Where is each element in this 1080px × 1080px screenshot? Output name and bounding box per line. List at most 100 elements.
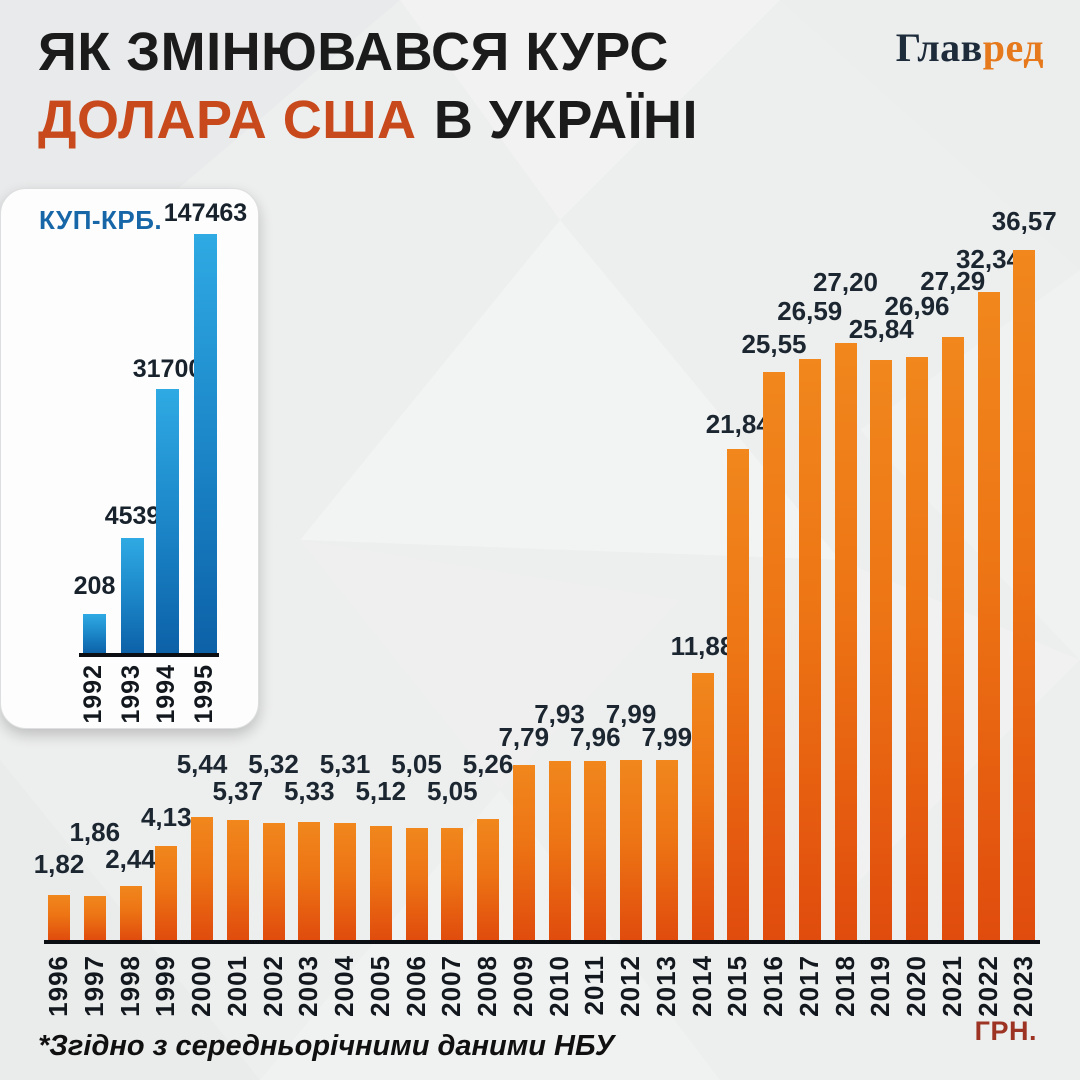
bar — [512, 765, 535, 940]
bar-value-label: 4,13 — [140, 802, 192, 832]
bar-value-label: 27,29 — [920, 266, 986, 296]
bar-value-label: 5,31 — [319, 749, 371, 779]
bar-year-label: 2001 — [221, 955, 252, 1017]
source-note: *Згідно з середньорічними даними НБУ — [38, 1030, 615, 1062]
logo-part-orange: ред — [982, 25, 1044, 70]
bar — [83, 896, 106, 940]
bar — [655, 760, 678, 940]
bar-year-label: 1998 — [114, 955, 145, 1017]
bar-value-label: 25,84 — [848, 314, 914, 344]
bar-year-label: 2021 — [936, 955, 967, 1017]
page-title-line1: ЯК ЗМІНЮВАВСЯ КУРС — [38, 22, 669, 82]
bar-year-label: 2005 — [364, 955, 395, 1017]
bar — [83, 614, 106, 653]
bar-year-label: 2006 — [400, 955, 431, 1017]
bar-value-label: 4539 — [104, 502, 161, 530]
bar — [798, 359, 821, 940]
inset-x-axis-line — [79, 653, 219, 657]
bar-value-label: 26,59 — [777, 296, 843, 326]
bar-year-label: 2010 — [543, 955, 574, 1017]
bar-year-label: 2000 — [186, 955, 216, 1017]
bar-year-label: 2015 — [722, 955, 753, 1017]
bar-year-label: 2019 — [865, 955, 896, 1017]
bar-value-label: 2,44 — [105, 844, 156, 874]
bar — [262, 823, 285, 940]
bar — [906, 357, 928, 940]
inset-chart-title: КУП-КРБ. — [39, 205, 163, 235]
bar — [48, 895, 70, 940]
bar — [548, 761, 571, 940]
logo-part-navy: Глав — [895, 25, 983, 70]
bar-value-label: 5,32 — [248, 749, 299, 779]
bar — [405, 828, 428, 940]
bar-value-label: 32,34 — [955, 244, 1022, 274]
bar-value-label: 7,93 — [534, 699, 585, 729]
bar — [119, 886, 142, 940]
currency-unit-label: ГРН. — [974, 1016, 1037, 1046]
bar-value-label: 1,86 — [69, 817, 121, 847]
bar — [226, 820, 249, 940]
bar-year-label: 2004 — [329, 955, 359, 1017]
bar — [1013, 250, 1036, 940]
bar-value-label: 7,99 — [605, 699, 657, 729]
bar — [156, 389, 179, 653]
bar — [620, 760, 642, 940]
bar-value-label: 5,44 — [176, 749, 228, 779]
bar-value-label: 5,05 — [426, 776, 478, 806]
main-x-axis-line — [44, 940, 1040, 944]
page-title: ЯК ЗМІНЮВАВСЯ КУРС ДОЛАРА США В УКРАЇНІ — [38, 18, 698, 154]
bar — [763, 372, 785, 940]
bar-value-label: 5,33 — [283, 776, 335, 806]
bar — [477, 819, 499, 940]
bar — [834, 343, 857, 940]
bar-year-label: 2022 — [972, 955, 1003, 1017]
bar — [191, 817, 213, 940]
inset-chart-card: КУП-КРБ. 208 1992 4539 1993 31700 1994 147463 1… — [0, 188, 259, 729]
bar-value-label: 147463 — [163, 199, 248, 227]
bar-value-label: 11,88 — [670, 631, 735, 661]
bar — [194, 234, 217, 653]
bar-value-label: 5,12 — [355, 776, 407, 806]
bar-year-label: 1996 — [43, 955, 73, 1017]
bar — [121, 538, 144, 653]
bar-year-label: 2009 — [507, 955, 538, 1017]
bar-value-label: 21,84 — [705, 409, 771, 439]
bar-value-label: 36,57 — [991, 206, 1057, 236]
bar-year-label: 2016 — [758, 955, 788, 1017]
bar — [584, 761, 607, 940]
main-bar-chart: 1,82 1996 1,86 1997 2,44 1998 4,13 1999 5,44 2000… — [34, 206, 1057, 1017]
bar-value-label: 7,96 — [569, 722, 621, 752]
bar-value-label: 7,99 — [641, 722, 693, 752]
page-title-accent: ДОЛАРА США — [38, 90, 417, 150]
bar-year-label: 2017 — [793, 955, 824, 1017]
bar — [941, 337, 964, 940]
bar-year-label: 2002 — [257, 955, 288, 1017]
bar — [691, 673, 714, 940]
bar-value-label: 5,26 — [462, 749, 514, 779]
bar-year-label: 1999 — [150, 955, 181, 1017]
bar-value-label: 25,55 — [741, 329, 807, 359]
bar — [155, 846, 178, 940]
bar-year-label: 2013 — [650, 955, 681, 1017]
bar-year-label: 2007 — [436, 955, 467, 1017]
bar-value-label: 1,82 — [33, 849, 85, 879]
bar — [727, 449, 750, 940]
bar-year-label: 2018 — [829, 955, 860, 1017]
bar — [977, 292, 1000, 940]
inset-bar-chart: 208 1992 4539 1993 31700 1994 147463 1995 — [1, 189, 258, 724]
page-title-line2: ДОЛАРА США В УКРАЇНІ — [38, 86, 698, 154]
bar-year-label: 2012 — [615, 955, 645, 1017]
bar-value-label: 208 — [73, 572, 116, 600]
bar-year-label: 2003 — [293, 955, 324, 1017]
page-title-line2-rest: В УКРАЇНІ — [433, 90, 699, 150]
bar-year-label: 2023 — [1008, 955, 1039, 1017]
bar-value-label: 27,20 — [812, 267, 879, 297]
bar-value-label: 5,05 — [391, 749, 442, 779]
glavred-logo: Главред — [896, 24, 1044, 71]
bar-year-label: 2008 — [472, 955, 502, 1017]
bar — [870, 360, 893, 940]
bar-value-label: 7,79 — [498, 722, 550, 752]
bar-value-label: 26,96 — [884, 291, 950, 321]
bar-value-label: 5,37 — [212, 776, 264, 806]
